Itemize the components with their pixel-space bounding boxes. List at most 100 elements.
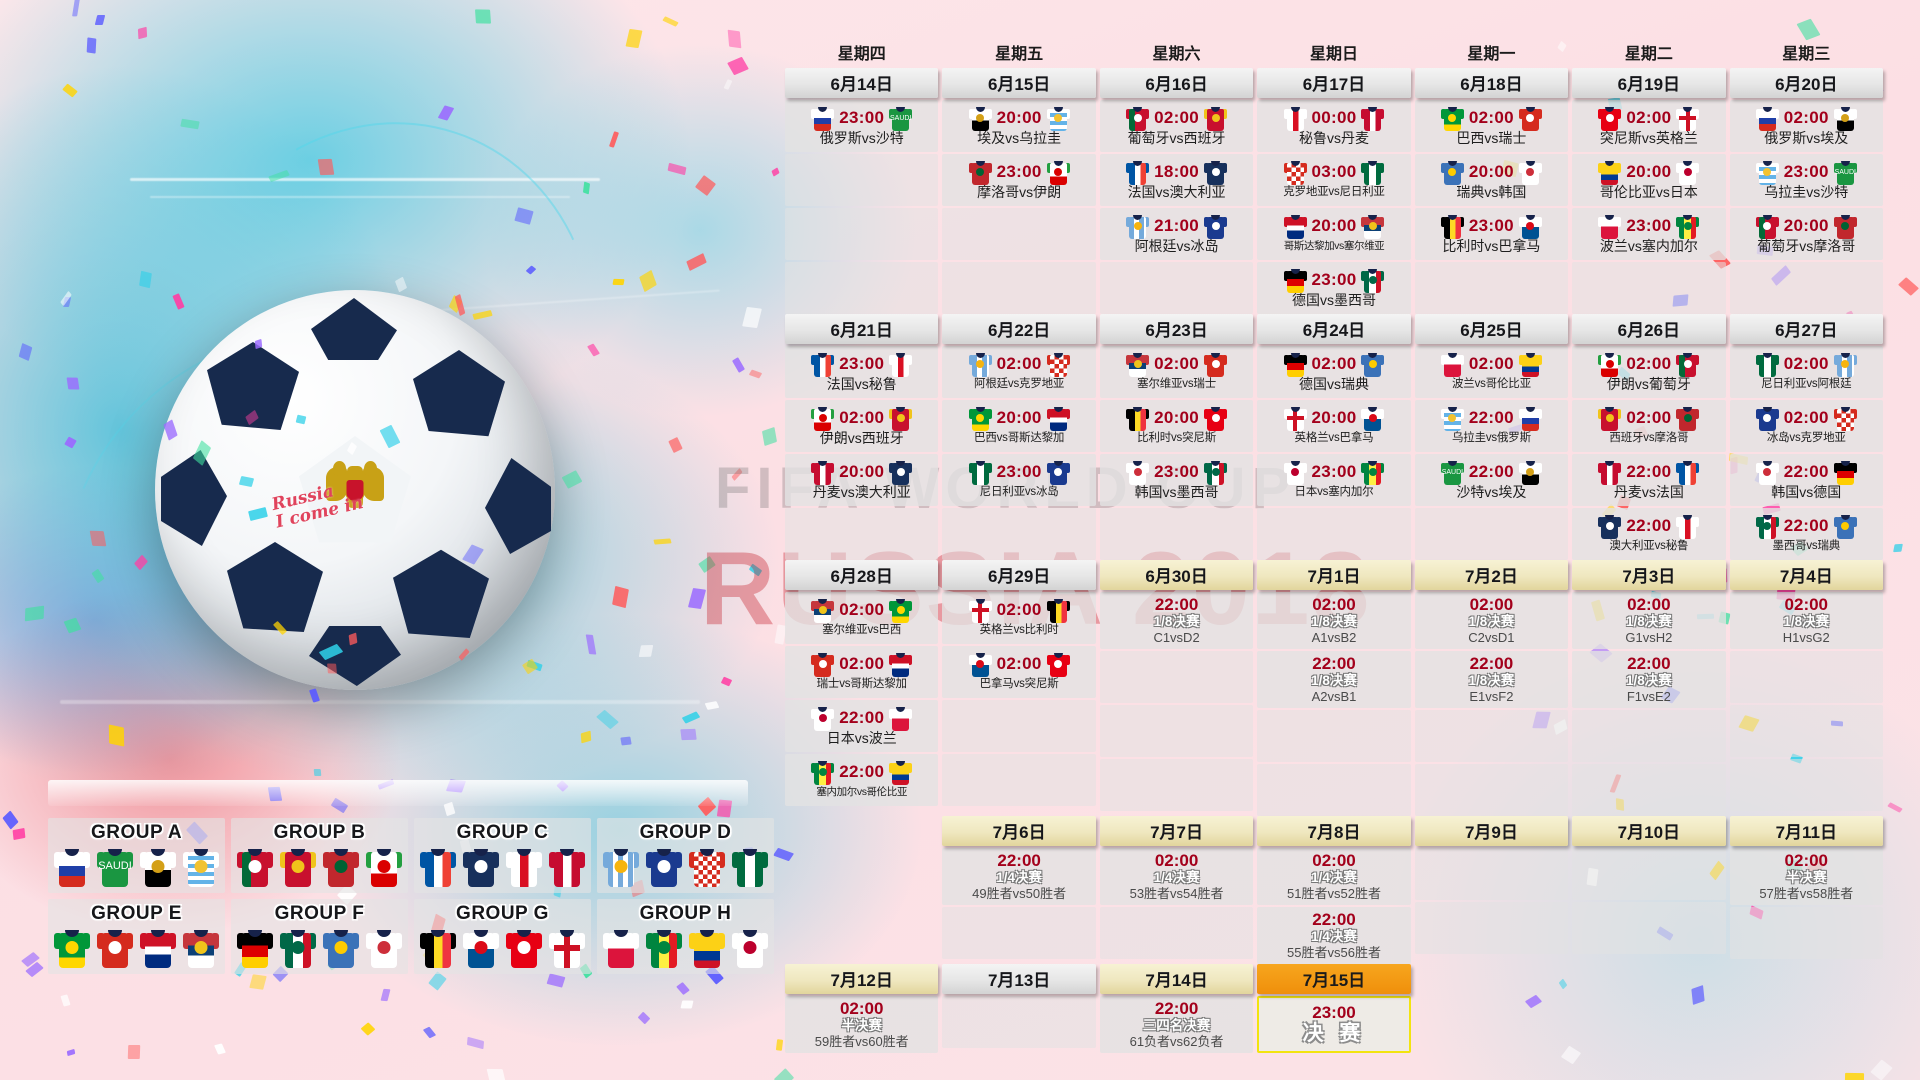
group-match-cell[interactable]: 02:00 俄罗斯vs埃及 bbox=[1729, 100, 1883, 152]
group-match-cell[interactable]: 22:00 澳大利亚vs秘鲁 bbox=[1572, 508, 1726, 560]
knockout-match-cell[interactable]: 02:00 1/4决赛 53胜者vs54胜者 bbox=[1099, 848, 1254, 905]
group-card-group-c[interactable]: GROUP C bbox=[414, 818, 591, 893]
group-match-cell[interactable]: 20:00 英格兰vs巴拿马 bbox=[1257, 400, 1411, 452]
knockout-match-cell[interactable]: 02:00 半决赛 57胜者vs58胜者 bbox=[1729, 848, 1883, 905]
date-header-7月2日[interactable]: 7月2日 bbox=[1414, 560, 1569, 590]
date-header-6月21日[interactable]: 6月21日 bbox=[785, 314, 939, 344]
group-card-group-d[interactable]: GROUP D bbox=[597, 818, 774, 893]
date-header-6月24日[interactable]: 6月24日 bbox=[1257, 314, 1411, 344]
final-match-cell[interactable]: 23:00 决 赛 bbox=[1257, 996, 1411, 1053]
group-card-group-g[interactable]: GROUP G bbox=[414, 899, 591, 974]
date-header-7月6日[interactable]: 7月6日 bbox=[942, 816, 1096, 846]
group-match-cell[interactable]: 02:00 巴拿马vs突尼斯 bbox=[942, 646, 1096, 698]
group-match-cell[interactable]: 02:00 塞尔维亚vs瑞士 bbox=[1099, 346, 1254, 398]
date-header-7月11日[interactable]: 7月11日 bbox=[1729, 816, 1883, 846]
date-header-6月27日[interactable]: 6月27日 bbox=[1729, 314, 1883, 344]
date-header-6月20日[interactable]: 6月20日 bbox=[1729, 68, 1883, 98]
group-match-cell[interactable]: 22:00 丹麦vs法国 bbox=[1572, 454, 1726, 506]
group-card-group-h[interactable]: GROUP H bbox=[597, 899, 774, 974]
group-match-cell[interactable]: SAUDI 22:00 沙特vs埃及 bbox=[1414, 454, 1569, 506]
group-match-cell[interactable]: 22:00 墨西哥vs瑞典 bbox=[1729, 508, 1883, 560]
group-match-cell[interactable]: 23:00 德国vs墨西哥 bbox=[1257, 262, 1411, 314]
group-match-cell[interactable]: 02:00 德国vs瑞典 bbox=[1257, 346, 1411, 398]
date-header-7月1日[interactable]: 7月1日 bbox=[1257, 560, 1411, 590]
date-header-6月25日[interactable]: 6月25日 bbox=[1414, 314, 1569, 344]
group-match-cell[interactable]: 23:00 韩国vs墨西哥 bbox=[1099, 454, 1254, 506]
group-match-cell[interactable]: 02:00 波兰vs哥伦比亚 bbox=[1414, 346, 1569, 398]
group-match-cell[interactable]: 20:00 埃及vs乌拉圭 bbox=[942, 100, 1096, 152]
group-match-cell[interactable]: 22:00 日本vs波兰 bbox=[785, 700, 939, 752]
group-match-cell[interactable]: 21:00 阿根廷vs冰岛 bbox=[1099, 208, 1254, 260]
date-header-7月7日[interactable]: 7月7日 bbox=[1099, 816, 1254, 846]
knockout-match-cell[interactable]: 22:00 1/8决赛 C1vsD2 bbox=[1099, 592, 1254, 649]
date-header-6月15日[interactable]: 6月15日 bbox=[942, 68, 1096, 98]
group-card-group-e[interactable]: GROUP E bbox=[48, 899, 225, 974]
knockout-match-cell[interactable]: 02:00 半决赛 59胜者vs60胜者 bbox=[785, 996, 939, 1053]
knockout-match-cell[interactable]: 02:00 1/8决赛 G1vsH2 bbox=[1572, 592, 1726, 649]
date-header-6月26日[interactable]: 6月26日 bbox=[1572, 314, 1726, 344]
group-match-cell[interactable]: 02:00 突尼斯vs英格兰 bbox=[1572, 100, 1726, 152]
knockout-match-cell[interactable]: 02:00 1/8决赛 C2vsD1 bbox=[1414, 592, 1569, 649]
group-match-cell[interactable]: 02:00 葡萄牙vs西班牙 bbox=[1099, 100, 1254, 152]
group-match-cell[interactable]: 02:00 瑞士vs哥斯达黎加 bbox=[785, 646, 939, 698]
date-header-7月10日[interactable]: 7月10日 bbox=[1572, 816, 1726, 846]
date-header-7月8日[interactable]: 7月8日 bbox=[1257, 816, 1411, 846]
date-header-7月4日[interactable]: 7月4日 bbox=[1729, 560, 1883, 590]
group-match-cell[interactable]: 02:00 阿根廷vs克罗地亚 bbox=[942, 346, 1096, 398]
group-match-cell[interactable]: 20:00 瑞典vs韩国 bbox=[1414, 154, 1569, 206]
group-match-cell[interactable]: 23:00 摩洛哥vs伊朗 bbox=[942, 154, 1096, 206]
group-match-cell[interactable]: 23:00 日本vs塞内加尔 bbox=[1257, 454, 1411, 506]
group-match-cell[interactable]: 02:00 巴西vs瑞士 bbox=[1414, 100, 1569, 152]
knockout-match-cell[interactable]: 02:00 1/4决赛 51胜者vs52胜者 bbox=[1257, 848, 1411, 905]
knockout-match-cell[interactable]: 22:00 1/4决赛 49胜者vs50胜者 bbox=[942, 848, 1096, 905]
date-header-7月13日[interactable]: 7月13日 bbox=[942, 964, 1096, 994]
date-header-6月16日[interactable]: 6月16日 bbox=[1099, 68, 1254, 98]
date-header-6月28日[interactable]: 6月28日 bbox=[785, 560, 939, 590]
knockout-match-cell[interactable]: 22:00 三四名决赛 61负者vs62负者 bbox=[1099, 996, 1254, 1053]
date-header-6月30日[interactable]: 6月30日 bbox=[1099, 560, 1254, 590]
date-header-7月3日[interactable]: 7月3日 bbox=[1572, 560, 1726, 590]
group-match-cell[interactable]: 23:00 SAUDI 俄罗斯vs沙特 bbox=[785, 100, 939, 152]
group-match-cell[interactable]: 23:00 比利时vs巴拿马 bbox=[1414, 208, 1569, 260]
date-header-6月23日[interactable]: 6月23日 bbox=[1099, 314, 1254, 344]
date-header-6月18日[interactable]: 6月18日 bbox=[1414, 68, 1569, 98]
group-match-cell[interactable]: 00:00 秘鲁vs丹麦 bbox=[1257, 100, 1411, 152]
group-match-cell[interactable]: 20:00 巴西vs哥斯达黎加 bbox=[942, 400, 1096, 452]
date-header-7月9日[interactable]: 7月9日 bbox=[1414, 816, 1569, 846]
group-match-cell[interactable]: 02:00 尼日利亚vs阿根廷 bbox=[1729, 346, 1883, 398]
group-match-cell[interactable]: 02:00 西班牙vs摩洛哥 bbox=[1572, 400, 1726, 452]
group-card-group-f[interactable]: GROUP F bbox=[231, 899, 408, 974]
knockout-match-cell[interactable]: 22:00 1/4决赛 55胜者vs56胜者 bbox=[1257, 907, 1411, 964]
knockout-match-cell[interactable]: 22:00 1/8决赛 A2vsB1 bbox=[1257, 651, 1411, 708]
group-match-cell[interactable]: 22:00 塞内加尔vs哥伦比亚 bbox=[785, 754, 939, 806]
group-match-cell[interactable]: 02:00 英格兰vs比利时 bbox=[942, 592, 1096, 644]
group-match-cell[interactable]: 20:00 哥伦比亚vs日本 bbox=[1572, 154, 1726, 206]
group-match-cell[interactable]: 22:00 韩国vs德国 bbox=[1729, 454, 1883, 506]
group-match-cell[interactable]: 23:00 尼日利亚vs冰岛 bbox=[942, 454, 1096, 506]
date-header-6月22日[interactable]: 6月22日 bbox=[942, 314, 1096, 344]
group-match-cell[interactable]: 20:00 葡萄牙vs摩洛哥 bbox=[1729, 208, 1883, 260]
group-match-cell[interactable]: 20:00 哥斯达黎加vs塞尔维亚 bbox=[1257, 208, 1411, 260]
date-header-7月12日[interactable]: 7月12日 bbox=[785, 964, 939, 994]
group-card-group-b[interactable]: GROUP B bbox=[231, 818, 408, 893]
date-header-7月15日[interactable]: 7月15日 bbox=[1257, 964, 1411, 994]
group-match-cell[interactable]: 02:00 冰岛vs克罗地亚 bbox=[1729, 400, 1883, 452]
group-match-cell[interactable]: 22:00 乌拉圭vs俄罗斯 bbox=[1414, 400, 1569, 452]
date-header-6月17日[interactable]: 6月17日 bbox=[1257, 68, 1411, 98]
knockout-match-cell[interactable]: 22:00 1/8决赛 F1vsE2 bbox=[1572, 651, 1726, 708]
date-header-6月29日[interactable]: 6月29日 bbox=[942, 560, 1096, 590]
knockout-match-cell[interactable]: 22:00 1/8决赛 E1vsF2 bbox=[1414, 651, 1569, 708]
group-match-cell[interactable]: 20:00 比利时vs突尼斯 bbox=[1099, 400, 1254, 452]
date-header-7月14日[interactable]: 7月14日 bbox=[1099, 964, 1254, 994]
knockout-match-cell[interactable]: 02:00 1/8决赛 A1vsB2 bbox=[1257, 592, 1411, 649]
group-match-cell[interactable]: 23:00 波兰vs塞内加尔 bbox=[1572, 208, 1726, 260]
group-match-cell[interactable]: 02:00 塞尔维亚vs巴西 bbox=[785, 592, 939, 644]
group-match-cell[interactable]: 18:00 法国vs澳大利亚 bbox=[1099, 154, 1254, 206]
knockout-match-cell[interactable]: 02:00 1/8决赛 H1vsG2 bbox=[1729, 592, 1883, 649]
date-header-6月19日[interactable]: 6月19日 bbox=[1572, 68, 1726, 98]
group-match-cell[interactable]: 02:00 伊朗vs西班牙 bbox=[785, 400, 939, 452]
date-header-6月14日[interactable]: 6月14日 bbox=[785, 68, 939, 98]
group-match-cell[interactable]: 23:00 法国vs秘鲁 bbox=[785, 346, 939, 398]
group-match-cell[interactable]: 03:00 克罗地亚vs尼日利亚 bbox=[1257, 154, 1411, 206]
group-card-group-a[interactable]: GROUP A SAUDI bbox=[48, 818, 225, 893]
